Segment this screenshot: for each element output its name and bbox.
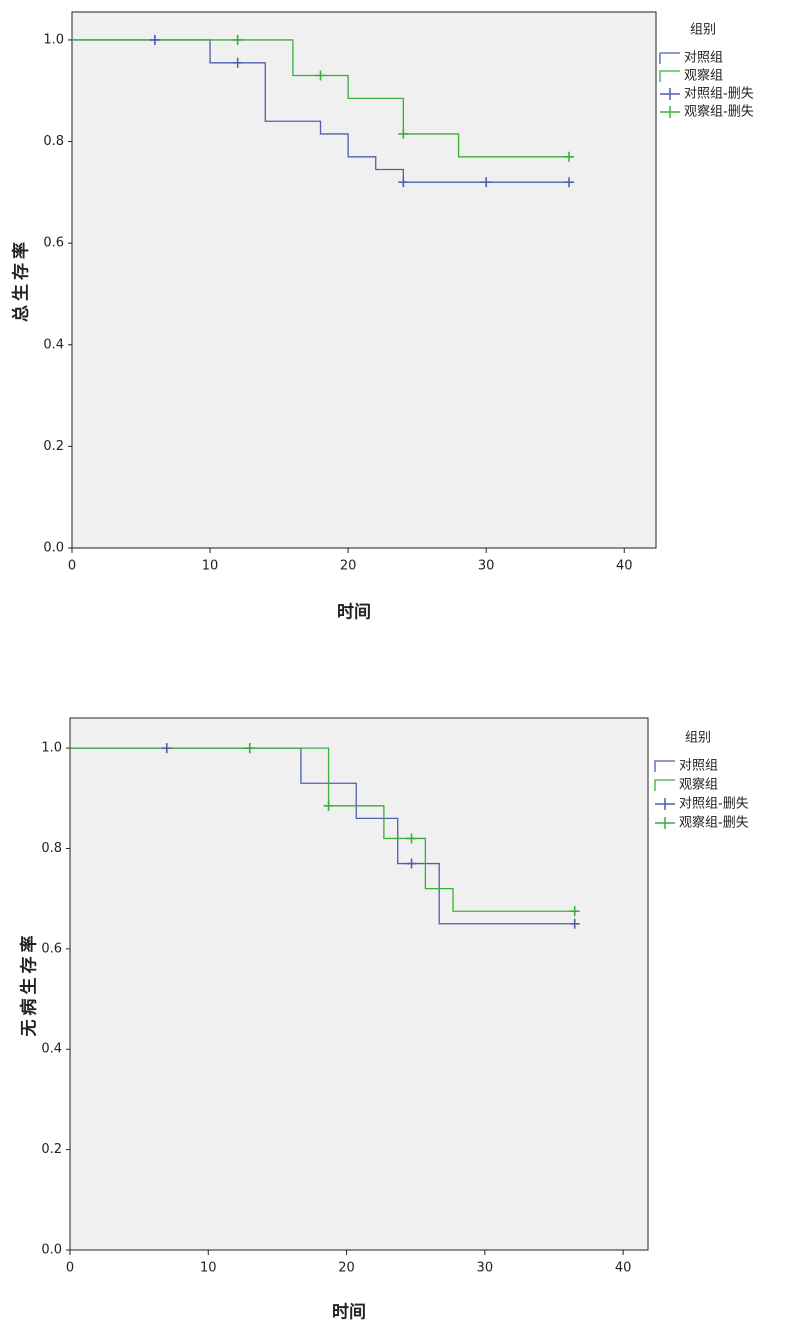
y-tick-label: 0.6 [41,941,62,956]
y-tick-label: 0.2 [41,1142,62,1157]
x-tick-label: 40 [615,1261,632,1276]
x-tick-label: 30 [477,1261,494,1276]
survival-line [72,39,570,158]
censor-mark [315,70,326,81]
censor-mark [406,858,417,869]
survival-line [72,39,570,183]
legend-symbol [660,88,680,100]
legend-label: 对照组-删失 [684,87,754,102]
censor-mark [481,177,492,188]
y-tick-label: 1.0 [41,741,62,756]
legend-symbol [659,70,680,82]
censor-mark [244,743,255,754]
y-tick-label: 0.2 [43,439,64,454]
legend-symbol [659,52,680,64]
censor-mark [564,151,575,162]
censor-mark [406,833,417,844]
plot-area [69,717,649,1251]
x-tick-label: 0 [68,559,76,574]
x-axis-title: 时间 [337,602,371,623]
censor-mark [398,128,409,139]
x-tick-label: 40 [616,559,633,574]
legend-label: 对照组-删失 [679,797,749,812]
y-axis-title: 总生存率 [11,238,32,322]
legend-label: 对照组 [679,759,718,774]
censor-mark [323,800,334,811]
censor-mark [232,34,243,45]
y-tick-label: 0.6 [43,236,64,251]
legend-label: 对照组 [684,51,723,66]
censor-mark [569,918,580,929]
x-tick-label: 10 [200,1261,217,1276]
x-tick-label: 10 [202,559,219,574]
legend-label: 观察组-删失 [679,816,749,831]
survival-line [70,747,575,925]
legend-symbol [654,760,675,772]
x-tick-label: 30 [478,559,495,574]
y-tick-label: 0.0 [43,541,64,556]
x-tick-label: 0 [66,1261,74,1276]
censor-mark [232,57,243,68]
legend-label: 观察组-删失 [684,105,754,120]
legend-title: 组别 [690,23,716,38]
y-tick-label: 0.4 [41,1042,62,1057]
legend-symbol [655,817,675,829]
x-tick-label: 20 [338,1261,355,1276]
legend-symbol [660,106,680,118]
x-tick-label: 20 [340,559,357,574]
legend-label: 观察组 [679,778,718,793]
plot-area [71,11,657,549]
censor-mark [564,177,575,188]
censor-mark [569,906,580,917]
legend-label: 观察组 [684,69,723,84]
y-tick-label: 0.8 [41,841,62,856]
legend-symbol [654,779,675,791]
y-axis-title: 无病生存率 [19,932,40,1038]
legend-title: 组别 [685,731,711,746]
legend-symbol [655,798,675,810]
x-axis-title: 时间 [332,1302,366,1323]
censor-mark [161,743,172,754]
censor-mark [149,34,160,45]
survival-line [70,747,575,912]
y-tick-label: 0.0 [41,1243,62,1258]
censor-mark [398,177,409,188]
y-tick-label: 1.0 [43,32,64,47]
y-tick-label: 0.8 [43,134,64,149]
y-tick-label: 0.4 [43,337,64,352]
